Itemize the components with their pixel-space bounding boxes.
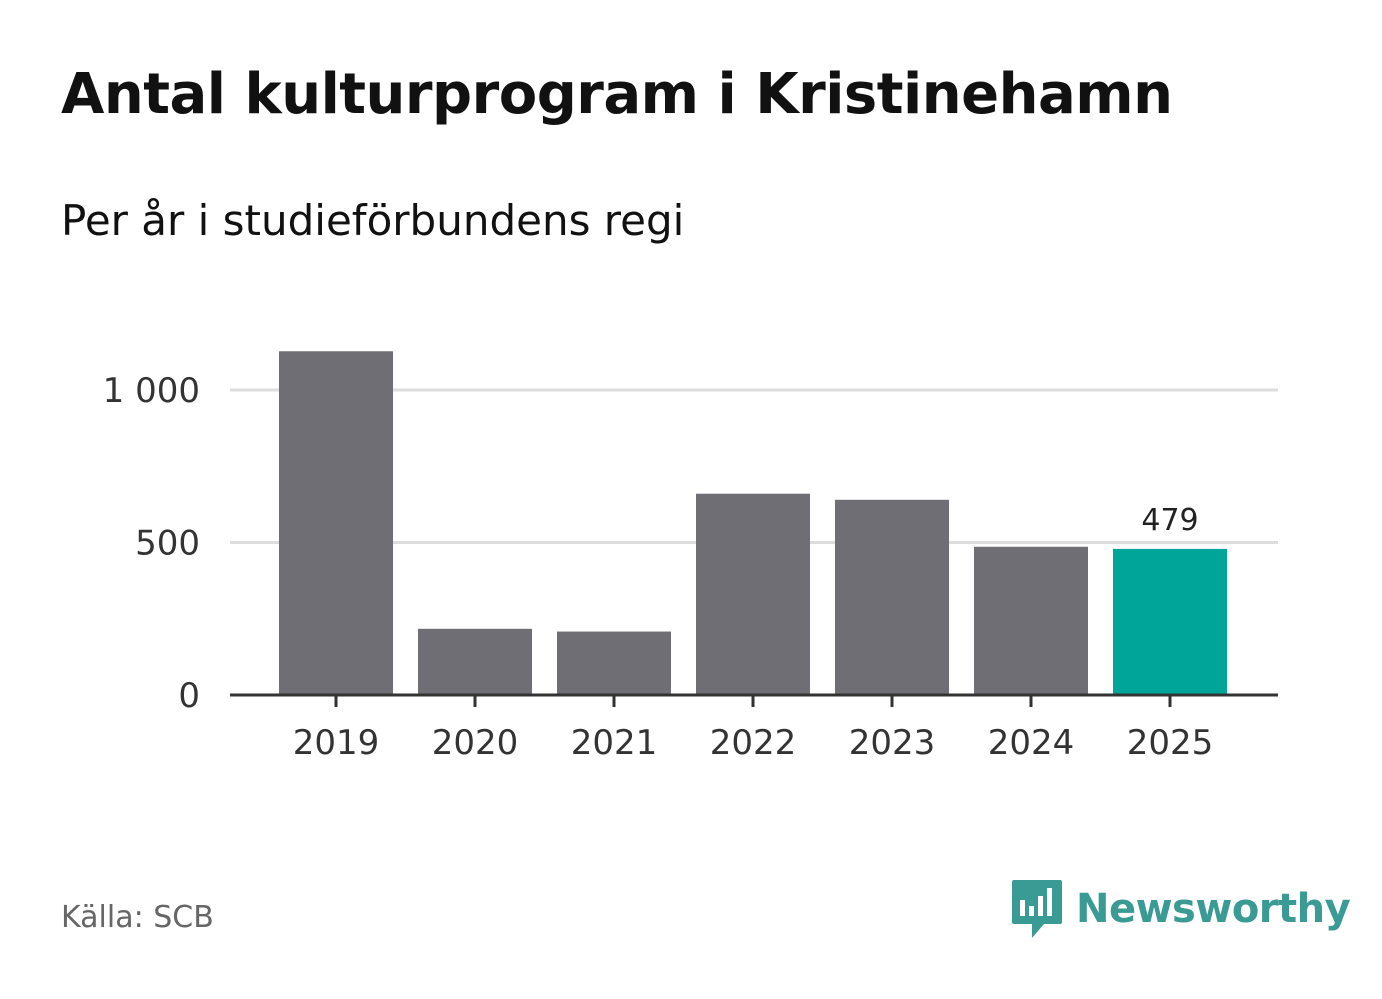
- bar: [557, 631, 671, 695]
- x-tick-label: 2021: [571, 723, 658, 763]
- bar: [974, 546, 1088, 695]
- y-tick-label: 0: [178, 676, 200, 716]
- bar: [1113, 548, 1227, 695]
- y-tick-label: 1 000: [103, 371, 200, 411]
- chart-title: Antal kulturprogram i Kristinehamn: [61, 62, 1173, 127]
- newsworthy-logo: Newsworthy: [1010, 878, 1351, 940]
- x-tick-label: 2019: [293, 723, 380, 763]
- x-tick-label: 2024: [988, 723, 1075, 763]
- source-note: Källa: SCB: [61, 900, 214, 935]
- bar: [418, 628, 532, 695]
- x-tick-label: 2022: [710, 723, 797, 763]
- x-tick-label: 2020: [432, 723, 519, 763]
- bar: [279, 351, 393, 695]
- bar: [835, 499, 949, 695]
- chart-subtitle: Per år i studieförbundens regi: [61, 196, 685, 245]
- newsworthy-logo-text: Newsworthy: [1076, 886, 1351, 932]
- x-tick-label: 2023: [849, 723, 936, 763]
- y-tick-label: 500: [135, 524, 200, 564]
- x-tick-label: 2025: [1127, 723, 1214, 763]
- newsworthy-logo-icon: [1012, 880, 1062, 938]
- bar: [696, 493, 810, 695]
- data-label: 479: [1141, 503, 1198, 538]
